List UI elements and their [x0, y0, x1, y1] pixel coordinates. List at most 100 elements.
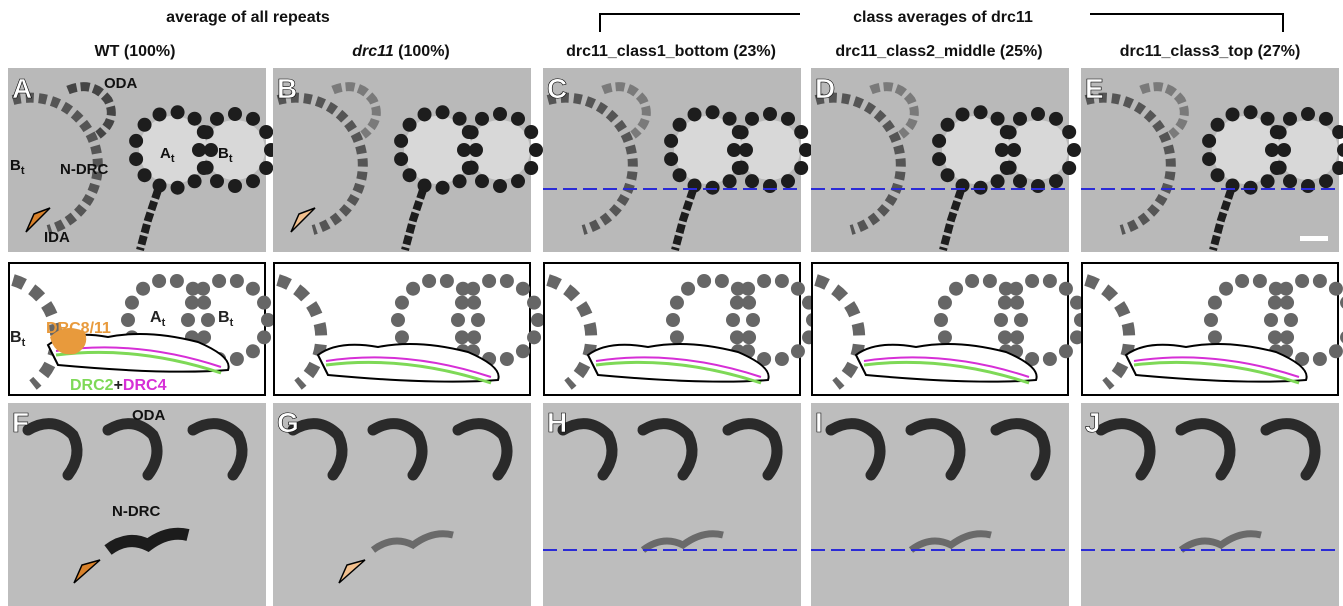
dot: [531, 313, 545, 327]
dot: [527, 296, 541, 310]
dot: [1208, 296, 1222, 310]
dot: [1261, 174, 1275, 188]
label-main: B: [10, 329, 22, 346]
panel-letter: D: [815, 73, 835, 104]
dot: [1268, 330, 1282, 344]
dot: [1025, 274, 1039, 288]
dot: [1295, 274, 1309, 288]
label-sub: t: [230, 317, 234, 329]
dot: [228, 107, 242, 121]
dot: [965, 274, 979, 288]
dot: [475, 174, 489, 188]
dot: [763, 179, 777, 193]
scale-bar: [1300, 236, 1328, 241]
dot: [394, 134, 408, 148]
label-plus: +: [114, 377, 123, 394]
dot: [121, 313, 135, 327]
dot: [516, 282, 530, 296]
panel-letter: H: [547, 407, 567, 438]
dot: [138, 168, 152, 182]
column-title-rest: (100%): [394, 43, 450, 60]
dot: [1283, 112, 1297, 126]
dot: [197, 296, 211, 310]
dot: [1219, 282, 1233, 296]
dot: [500, 352, 514, 366]
dot: [1253, 274, 1267, 288]
dot: [1062, 125, 1076, 139]
label-sub: t: [22, 337, 26, 349]
dot: [230, 274, 244, 288]
label: DRC2+DRC4: [70, 377, 167, 394]
panel-letter: E: [1085, 73, 1104, 104]
dot: [457, 143, 471, 157]
dot: [129, 152, 143, 166]
dot: [228, 179, 242, 193]
dot: [1319, 174, 1333, 188]
dot: [529, 143, 543, 157]
dot: [791, 344, 805, 358]
dot: [246, 344, 260, 358]
dot: [746, 313, 760, 327]
dot: [422, 274, 436, 288]
dot: [196, 282, 210, 296]
dot: [1204, 313, 1218, 327]
dot: [688, 107, 702, 121]
dot: [1049, 112, 1063, 126]
dot: [742, 296, 756, 310]
dot: [932, 152, 946, 166]
dot: [500, 274, 514, 288]
dot: [1329, 344, 1343, 358]
dot: [934, 313, 948, 327]
dot: [511, 174, 525, 188]
label-drc2: DRC2: [70, 377, 114, 394]
dot: [406, 282, 420, 296]
dot: [730, 330, 744, 344]
dot: [403, 168, 417, 182]
dot: [670, 330, 684, 344]
dot: [1261, 112, 1275, 126]
dot: [1062, 161, 1076, 175]
dot: [197, 161, 211, 175]
label: ODA: [104, 75, 138, 92]
label-sub: t: [229, 153, 233, 165]
dot: [453, 112, 467, 126]
dot: [1014, 313, 1028, 327]
dot: [1007, 143, 1021, 157]
dot: [726, 313, 740, 327]
dot: [436, 105, 450, 119]
dot: [138, 118, 152, 132]
dot: [956, 107, 970, 121]
dot: [471, 313, 485, 327]
dot: [1268, 296, 1282, 310]
panel-letter: A: [12, 73, 32, 104]
dot: [1043, 352, 1057, 366]
dot: [466, 282, 480, 296]
dot: [706, 105, 720, 119]
dot: [170, 274, 184, 288]
column-title: drc11_class2_middle (25%): [835, 43, 1042, 60]
dot: [670, 296, 684, 310]
dot: [1264, 313, 1278, 327]
dot: [204, 143, 218, 157]
label-main: A: [160, 145, 171, 162]
dot: [673, 168, 687, 182]
dot: [727, 143, 741, 157]
label-sub: t: [162, 317, 166, 329]
dot: [125, 296, 139, 310]
label: N-DRC: [112, 503, 160, 520]
dot: [453, 174, 467, 188]
dot: [1244, 181, 1258, 195]
dot: [1000, 125, 1014, 139]
dot: [136, 282, 150, 296]
dot: [745, 174, 759, 188]
dot: [391, 313, 405, 327]
dot: [1277, 143, 1291, 157]
dot: [1202, 152, 1216, 166]
label-main: B: [218, 309, 230, 326]
dot: [1313, 352, 1327, 366]
dot: [493, 107, 507, 121]
dot: [257, 296, 271, 310]
dot: [998, 330, 1012, 344]
dot: [673, 118, 687, 132]
dot: [745, 112, 759, 126]
